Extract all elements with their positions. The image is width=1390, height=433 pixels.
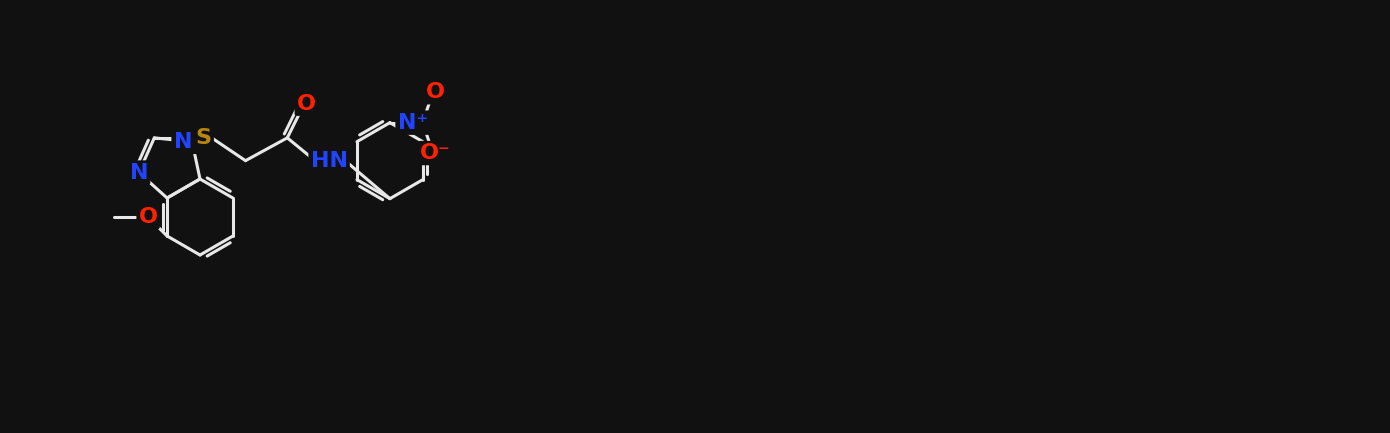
Text: HN: HN <box>310 151 348 171</box>
Text: O: O <box>297 94 316 113</box>
Text: O: O <box>139 207 157 227</box>
Text: O: O <box>425 82 445 102</box>
Text: N⁺: N⁺ <box>398 113 428 132</box>
Text: NH: NH <box>174 132 211 152</box>
Text: O⁻: O⁻ <box>420 143 450 163</box>
Text: S: S <box>196 128 211 148</box>
Text: N: N <box>129 162 149 183</box>
